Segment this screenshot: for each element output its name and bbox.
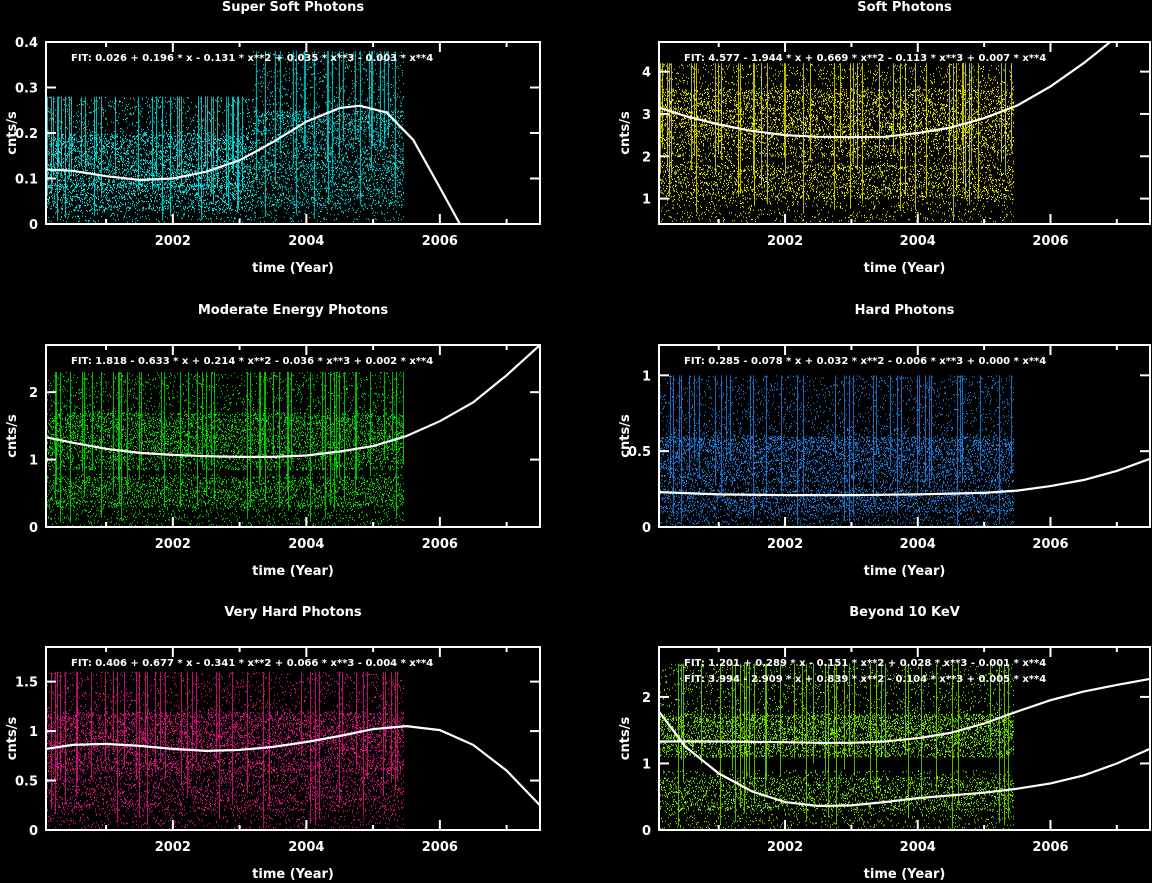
fit-curve-1: [659, 42, 1111, 139]
chart-panel-4: 2002 2004 2006 0 0.5 1 Hard Photons time (Year)…: [618, 303, 1151, 579]
x-tick-label: 2002: [767, 840, 803, 855]
x-axis-label: time (Year): [864, 867, 946, 882]
y-tick-label: 0: [29, 521, 38, 536]
y-tick-label: 1.5: [15, 676, 38, 691]
fit-equation-label: FIT: 3.994 - 2.909 * x + 0.839 * x**2 - …: [684, 674, 1046, 685]
x-axis-label: time (Year): [252, 261, 334, 276]
y-tick-label: 0: [642, 521, 651, 536]
y-tick-label: 0: [642, 824, 651, 839]
y-axis-label: cnts/s: [618, 414, 633, 458]
x-tick-label: 2002: [155, 840, 191, 855]
x-tick-label: 2004: [288, 537, 324, 552]
y-tick-label: 0: [29, 824, 38, 839]
x-tick-label: 2004: [900, 537, 936, 552]
y-axis-label: cnts/s: [5, 414, 20, 458]
chart-title: Moderate Energy Photons: [198, 303, 389, 318]
fit-equation-label: FIT: 4.577 - 1.944 * x + 0.669 * x**2 - …: [684, 53, 1046, 64]
y-axis-label: cnts/s: [5, 111, 20, 155]
x-axis-label: time (Year): [252, 564, 334, 579]
x-tick-label: 2006: [1032, 537, 1068, 552]
data-points: [46, 51, 404, 223]
chart-panel-3: 2002 2004 2006 0 1 2 Moderate Energy Photons ti…: [5, 303, 541, 579]
plot-frame: [658, 41, 1151, 225]
chart-panel-6: 2002 2004 2006 0 1 2 Beyond 10 KeV time (Year) c…: [618, 605, 1151, 882]
y-tick-label: 0.2: [15, 127, 38, 142]
x-tick-label: 2006: [422, 234, 458, 249]
y-tick-label: 2: [642, 150, 651, 165]
fit-equation-label: FIT: 0.285 - 0.078 * x + 0.032 * x**2 - …: [684, 356, 1046, 367]
x-tick-label: 2004: [900, 840, 936, 855]
plot-frame: [45, 344, 541, 528]
y-tick-label: 0: [29, 218, 38, 233]
plot-frame: [45, 646, 541, 831]
fit-curve-1: [659, 677, 1150, 744]
y-tick-label: 4: [642, 66, 651, 81]
chart-title: Hard Photons: [855, 303, 955, 318]
x-tick-label: 2006: [1032, 840, 1068, 855]
chart-panel-5: 2002 2004 2006 0 0.5 1 1.5 Very Hard Photons tim…: [5, 605, 541, 882]
y-tick-label: 0.4: [15, 36, 38, 51]
y-axis-label: cnts/s: [5, 717, 20, 761]
y-axis-label: cnts/s: [618, 717, 633, 761]
fit-curve-1: [46, 724, 540, 807]
chart-title: Beyond 10 KeV: [849, 605, 960, 620]
x-axis-label: time (Year): [864, 261, 946, 276]
chart-title: Super Soft Photons: [222, 0, 364, 15]
fit-equation-label: FIT: 1.818 - 0.633 * x + 0.214 * x**2 - …: [71, 356, 433, 367]
x-tick-label: 2004: [288, 234, 324, 249]
data-points: [46, 372, 404, 527]
fit-curve-1: [46, 104, 461, 224]
x-tick-label: 2002: [767, 537, 803, 552]
chart-title: Soft Photons: [857, 0, 952, 15]
y-tick-label: 0.5: [15, 775, 38, 790]
chart-panel-1: 2002 2004 2006 0 0.1 0.2 0.3 0.4 Super Soft Phot…: [5, 0, 541, 276]
y-tick-label: 1: [29, 454, 38, 469]
y-tick-label: 1: [642, 757, 651, 772]
chart-title: Very Hard Photons: [224, 605, 362, 620]
y-tick-label: 2: [29, 386, 38, 401]
x-tick-label: 2006: [1032, 234, 1068, 249]
plot-frame: [658, 344, 1151, 528]
x-axis-label: time (Year): [252, 867, 334, 882]
data-points: [659, 375, 1014, 527]
x-tick-label: 2006: [422, 840, 458, 855]
fit-equation-label: FIT: 1.201 + 0.289 * x - 0.151 * x**2 + …: [684, 658, 1046, 669]
y-tick-label: 0.3: [15, 82, 38, 97]
fit-equation-label: FIT: 0.026 + 0.196 * x - 0.131 * x**2 + …: [71, 53, 433, 64]
y-tick-label: 3: [642, 108, 651, 123]
fit-curve-1: [46, 345, 540, 458]
y-tick-label: 0.5: [628, 445, 651, 460]
y-tick-label: 2: [642, 691, 651, 706]
x-tick-label: 2002: [155, 537, 191, 552]
x-tick-label: 2004: [900, 234, 936, 249]
x-axis-label: time (Year): [864, 564, 946, 579]
y-axis-label: cnts/s: [618, 111, 633, 155]
y-tick-label: 0.1: [15, 173, 38, 188]
y-tick-label: 1: [642, 369, 651, 384]
plot-frame: [658, 646, 1151, 831]
y-tick-label: 1: [642, 193, 651, 208]
x-tick-label: 2002: [767, 234, 803, 249]
chart-panel-2: 2002 2004 2006 1 2 3 4 Soft Photons time (Year) c…: [618, 0, 1151, 276]
x-tick-label: 2002: [155, 234, 191, 249]
fit-equation-label: FIT: 0.406 + 0.677 * x - 0.341 * x**2 + …: [71, 658, 433, 669]
fit-curve-2: [659, 710, 1150, 808]
x-tick-label: 2004: [288, 840, 324, 855]
data-points: [659, 63, 1014, 223]
fit-curve-1: [659, 457, 1150, 497]
x-tick-label: 2006: [422, 537, 458, 552]
y-tick-label: 1: [29, 725, 38, 740]
